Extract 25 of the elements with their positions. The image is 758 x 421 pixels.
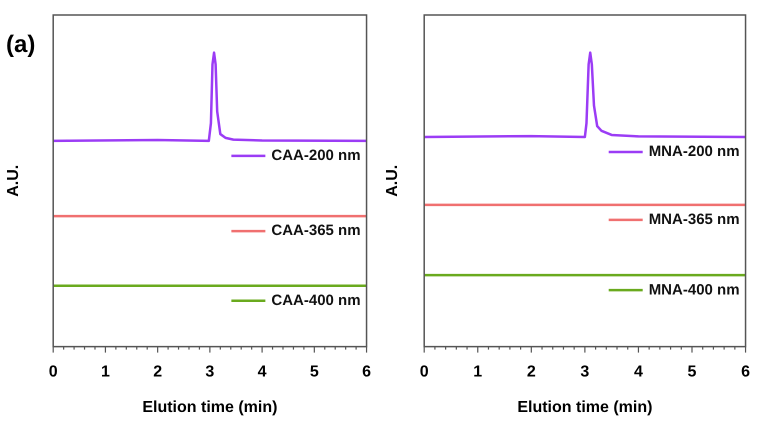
legend-label: CAA-200 nm: [271, 146, 361, 164]
legend-label: MNA-365 nm: [648, 211, 740, 228]
x-tick-label: 5: [688, 364, 697, 381]
x-tick-label: 6: [741, 364, 750, 381]
x-tick-label: 5: [310, 364, 319, 381]
x-tick-label: 3: [205, 364, 214, 381]
legend-label: MNA-200 nm: [648, 143, 740, 160]
x-tick-label: 1: [473, 364, 482, 381]
x-tick-label: 1: [100, 364, 110, 381]
x-tick-label: 0: [420, 364, 429, 381]
x-tick-label: 4: [258, 364, 267, 381]
x-tick-label: 3: [580, 364, 590, 381]
x-tick-label: 2: [526, 364, 536, 381]
x-axis-title: Elution time (min): [142, 398, 278, 416]
y-axis-title: A.U.: [384, 164, 402, 197]
x-tick-label: 6: [362, 364, 372, 381]
x-tick-label: 4: [634, 364, 643, 381]
x-tick-label: 0: [48, 364, 58, 381]
legend-label: MNA-400 nm: [648, 281, 740, 298]
y-axis-title: A.U.: [5, 164, 22, 197]
legend-label: CAA-365 nm: [271, 222, 361, 240]
x-axis-title: Elution time (min): [517, 398, 652, 416]
x-tick-label: 2: [153, 364, 162, 381]
text: (a): [6, 31, 36, 58]
legend-label: CAA-400 nm: [271, 292, 361, 309]
